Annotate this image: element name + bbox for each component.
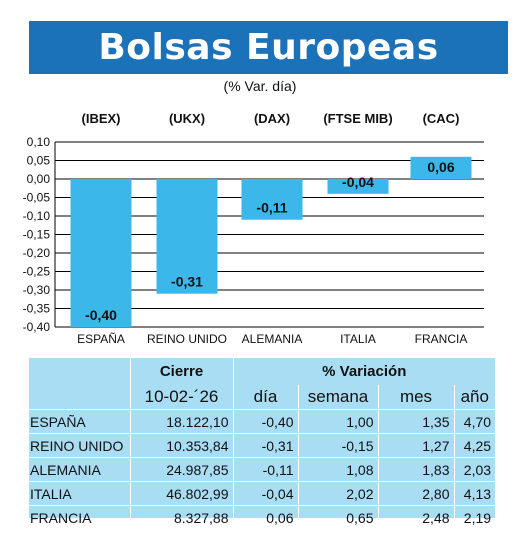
bar (410, 156, 472, 179)
header-variacion: % Variación (322, 363, 407, 380)
row-name: REINO UNIDO (29, 433, 131, 458)
cell-dia: -0,04 (233, 481, 299, 506)
y-tick-label: -0,10 (23, 209, 51, 223)
cell-anio: 2,19 (454, 505, 496, 529)
index-label: (CAC) (423, 111, 460, 126)
index-label: (IBEX) (82, 111, 121, 126)
cell-anio: 4,13 (454, 481, 496, 506)
y-tick-label: -0,20 (23, 246, 51, 260)
table-row: ALEMANIA 24.987,85 -0,11 1,08 1,83 2,03 (29, 457, 496, 482)
col-header-dia: día (233, 385, 299, 410)
row-name: FRANCIA (29, 505, 131, 529)
bar-value-label: -0,11 (256, 200, 287, 216)
bar (241, 179, 303, 220)
table-row: REINO UNIDO 10.353,84 -0,31 -0,15 1,27 4… (29, 433, 496, 458)
cell-semana: 1,00 (298, 409, 379, 434)
cell-cierre: 10.353,84 (130, 433, 234, 458)
cell-anio: 4,70 (454, 409, 496, 434)
cell-semana: -0,15 (298, 433, 379, 458)
y-tick-label: -0,05 (23, 191, 51, 205)
cell-dia: -0,40 (233, 409, 299, 434)
category-label: REINO UNIDO (147, 332, 227, 346)
bar-chart: 0,10 0,05 0,00 -0,05 -0,10 -0,15 -0,20 -0,25 -0,… (23, 111, 484, 346)
y-tick-label: 0,00 (27, 172, 51, 186)
table-row: FRANCIA 8.327,88 0,06 0,65 2,48 2,19 (29, 505, 496, 529)
cell-cierre: 18.122,10 (130, 409, 234, 434)
y-tick-label: 0,10 (27, 135, 51, 149)
cell-semana: 0,65 (298, 505, 379, 529)
cell-mes: 2,80 (378, 481, 455, 506)
cell-mes: 1,27 (378, 433, 455, 458)
bar (156, 179, 218, 294)
col-header-anio: año (454, 385, 496, 410)
data-table: Cierre % Variación 10-02-´26 día semana … (29, 358, 496, 529)
row-name: ESPAÑA (29, 409, 131, 434)
y-tick-label: -0,40 (23, 320, 51, 334)
bar-value-label: 0,06 (427, 159, 454, 175)
bar-value-label: -0,31 (171, 274, 203, 290)
bar-value-label: -0,40 (85, 307, 117, 323)
chart-subtitle: (% Var. día) (223, 78, 297, 94)
cell-semana: 2,02 (298, 481, 379, 506)
cell-anio: 2,03 (454, 457, 496, 482)
cell-cierre: 24.987,85 (130, 457, 234, 482)
table-row: ITALIA 46.802,99 -0,04 2,02 2,80 4,13 (29, 481, 496, 506)
index-label: (DAX) (254, 111, 290, 126)
y-tick-label: -0,35 (23, 302, 51, 316)
table-row: ESPAÑA 18.122,10 -0,40 1,00 1,35 4,70 (29, 409, 496, 434)
cell-mes: 1,83 (378, 457, 455, 482)
bar (327, 179, 389, 194)
cell-mes: 2,48 (378, 505, 455, 529)
cell-dia: -0,31 (233, 433, 299, 458)
index-label: (UKX) (169, 111, 205, 126)
header-date: 10-02-´26 (130, 385, 234, 410)
row-name: ALEMANIA (29, 457, 131, 482)
row-name: ITALIA (29, 481, 131, 506)
cell-dia: 0,06 (233, 505, 299, 529)
category-label: FRANCIA (415, 332, 468, 346)
col-header-mes: mes (378, 385, 455, 410)
y-tick-label: -0,15 (23, 228, 51, 242)
bar-value-label: -0,04 (342, 174, 374, 190)
category-label: ALEMANIA (242, 332, 303, 346)
cell-cierre: 8.327,88 (130, 505, 234, 529)
bar (70, 179, 132, 327)
category-label: ITALIA (340, 332, 376, 346)
cell-cierre: 46.802,99 (130, 481, 234, 506)
chart-title: Bolsas Europeas (29, 21, 508, 74)
cell-mes: 1,35 (378, 409, 455, 434)
cell-anio: 4,25 (454, 433, 496, 458)
category-label: ESPAÑA (77, 332, 125, 346)
cell-semana: 1,08 (298, 457, 379, 482)
index-label: (FTSE MIB) (323, 111, 392, 126)
cell-dia: -0,11 (233, 457, 299, 482)
y-tick-label: -0,30 (23, 283, 51, 297)
y-tick-label: -0,25 (23, 265, 51, 279)
header-cierre: Cierre (130, 358, 234, 385)
y-tick-label: 0,05 (27, 154, 51, 168)
col-header-semana: semana (298, 385, 379, 410)
